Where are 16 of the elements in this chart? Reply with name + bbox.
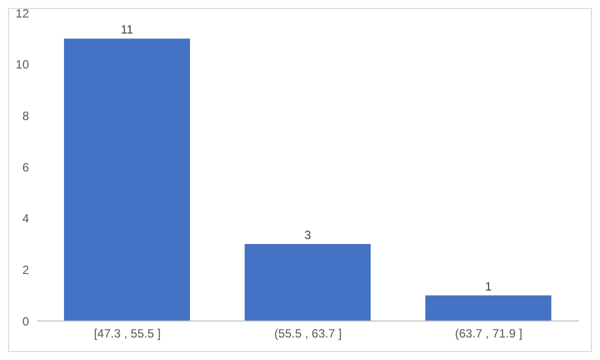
data-label: 11 xyxy=(120,22,134,37)
y-tick-label: 10 xyxy=(16,58,30,72)
y-tick-label: 12 xyxy=(16,6,30,20)
x-tick-label: (55.5 , 63.7 ] xyxy=(274,326,342,341)
y-tick-label: 0 xyxy=(22,314,30,328)
bar xyxy=(64,38,190,321)
y-tick-label: 2 xyxy=(22,262,30,277)
bar xyxy=(425,295,552,321)
y-tick-label: 4 xyxy=(22,212,30,226)
y-tick-label: 8 xyxy=(22,108,30,123)
x-tick-label: (63.7 , 71.9 ] xyxy=(454,326,522,341)
x-tick-label: [47.3 , 55.5 ] xyxy=(94,326,161,341)
data-label: 3 xyxy=(304,228,312,242)
bar xyxy=(244,244,371,321)
y-tick-label: 6 xyxy=(22,160,30,174)
data-label: 1 xyxy=(484,279,492,294)
